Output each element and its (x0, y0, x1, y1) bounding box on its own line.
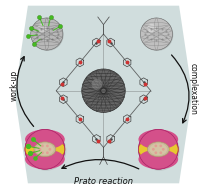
Circle shape (33, 136, 45, 148)
Circle shape (140, 19, 172, 51)
Circle shape (46, 151, 49, 154)
Circle shape (139, 130, 179, 171)
Ellipse shape (147, 142, 169, 157)
Circle shape (26, 130, 66, 171)
Text: work-up: work-up (9, 70, 18, 101)
Circle shape (154, 151, 157, 154)
Circle shape (141, 138, 149, 146)
Circle shape (140, 18, 172, 50)
Circle shape (53, 153, 61, 160)
Circle shape (166, 153, 174, 160)
Ellipse shape (149, 143, 166, 155)
Circle shape (166, 138, 174, 146)
Ellipse shape (138, 149, 177, 169)
Circle shape (28, 138, 36, 146)
Circle shape (37, 24, 46, 33)
Circle shape (38, 148, 41, 151)
Circle shape (41, 151, 44, 154)
Circle shape (159, 151, 161, 154)
Circle shape (31, 19, 63, 51)
Circle shape (41, 144, 44, 147)
Circle shape (81, 69, 125, 112)
Circle shape (28, 153, 36, 160)
Ellipse shape (36, 143, 54, 155)
Circle shape (151, 148, 154, 151)
Ellipse shape (138, 138, 178, 160)
Circle shape (46, 144, 49, 147)
Circle shape (146, 136, 158, 148)
Text: Prato reaction: Prato reaction (74, 177, 132, 186)
Circle shape (138, 129, 177, 169)
Circle shape (146, 24, 155, 33)
Circle shape (91, 79, 102, 90)
Circle shape (154, 144, 157, 147)
Ellipse shape (25, 149, 64, 169)
Text: complexation: complexation (188, 63, 197, 115)
Polygon shape (15, 6, 191, 183)
Circle shape (25, 129, 64, 169)
Circle shape (48, 148, 51, 151)
Circle shape (53, 138, 61, 146)
Ellipse shape (34, 142, 56, 157)
Circle shape (159, 144, 161, 147)
Circle shape (141, 153, 149, 160)
Circle shape (161, 148, 164, 151)
Ellipse shape (138, 129, 177, 149)
Circle shape (30, 18, 63, 50)
Ellipse shape (25, 129, 64, 149)
Ellipse shape (25, 138, 65, 160)
